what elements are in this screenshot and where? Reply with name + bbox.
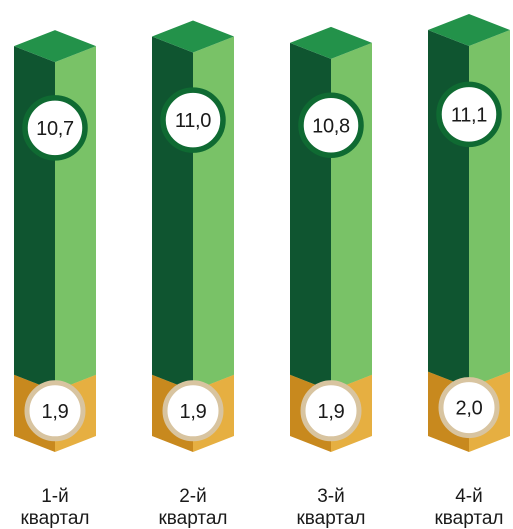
gold-value-badge (24, 380, 86, 442)
green-value-label: 11,1 (451, 104, 487, 126)
green-value-badge (160, 87, 226, 153)
gold-value-label: 1,9 (42, 401, 69, 423)
category-label-line: 2-й (179, 486, 207, 507)
category-label-line: квартал (158, 508, 227, 529)
green-value-badge (436, 81, 502, 148)
bar-column-2: 11,0 1,9 (152, 20, 234, 452)
green-segment-top-face (14, 30, 96, 63)
bar-column-1: 10,7 1,9 (14, 30, 96, 452)
green-value-label: 11,0 (175, 110, 211, 132)
category-label-line: 4-й (455, 486, 483, 507)
green-value-label: 10,7 (36, 118, 74, 140)
gold-value-label: 2,0 (456, 398, 483, 420)
green-value-badge (298, 92, 364, 159)
category-label-line: 1-й (41, 486, 69, 507)
gold-value-label: 1,9 (318, 401, 345, 423)
gold-value-label: 1,9 (180, 401, 207, 423)
category-label-line: 3-й (317, 486, 345, 507)
category-label-3: 3-й квартал (296, 486, 365, 529)
category-label-line: квартал (434, 508, 503, 529)
category-label-line: квартал (296, 508, 365, 529)
bar-column-4: 11,1 2,0 (428, 14, 510, 452)
green-segment-top-face (290, 26, 372, 59)
category-label-2: 2-й квартал (158, 486, 227, 529)
green-value-label: 10,8 (312, 115, 350, 137)
bars-layer: 10,7 1,9 11,0 1,9 10,8 1,9 11,1 2,0 (14, 14, 510, 452)
green-segment-top-face (428, 14, 510, 46)
green-segment-top-face (152, 20, 234, 53)
bar-column-3: 10,8 1,9 (290, 26, 372, 452)
category-label-4: 4-й квартал (434, 486, 503, 529)
gold-value-badge (162, 380, 224, 442)
category-label-1: 1-й квартал (20, 486, 89, 529)
category-label-line: квартал (20, 508, 89, 529)
green-value-badge (22, 95, 88, 161)
gold-value-badge (300, 380, 362, 442)
gold-value-badge (438, 377, 500, 439)
